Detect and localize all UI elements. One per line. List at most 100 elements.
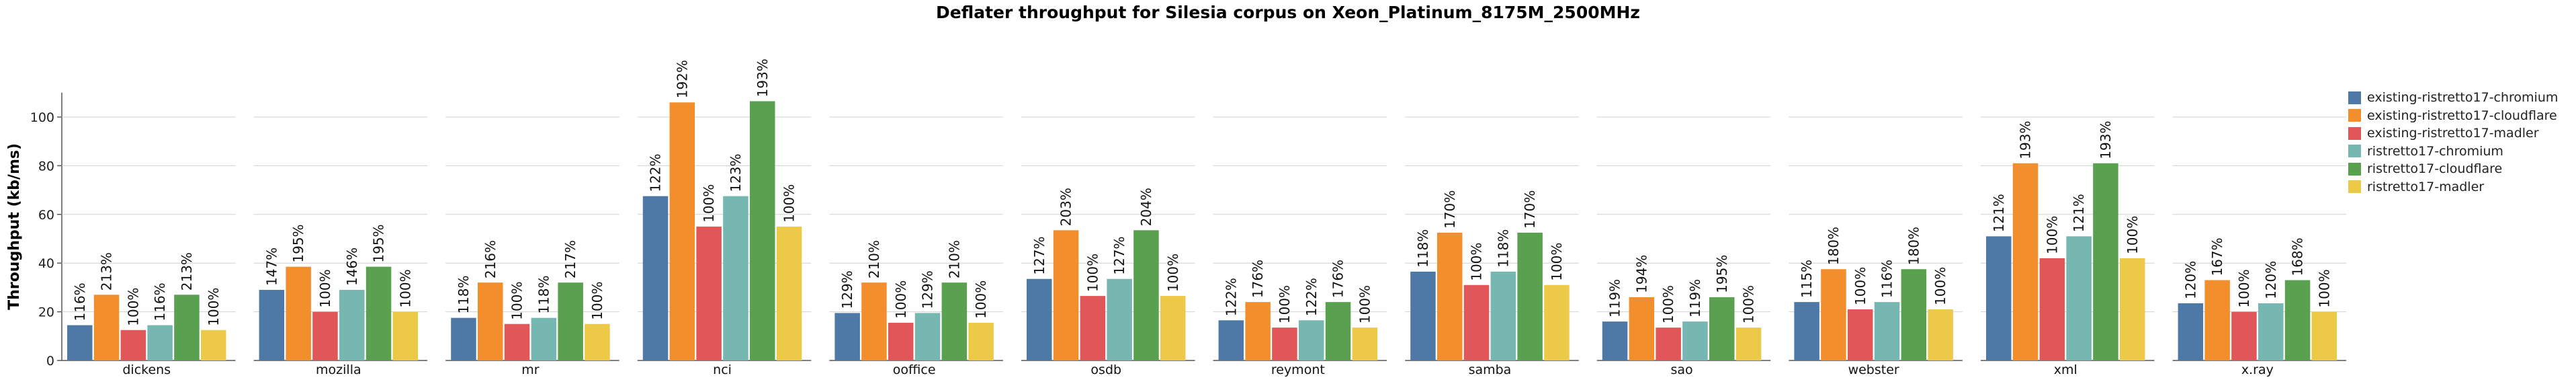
bar-value-label: 217%: [562, 240, 578, 278]
bar: [1874, 302, 1900, 360]
bar-value-label: 123%: [728, 153, 744, 192]
bar: [941, 282, 968, 360]
x-category-label: samba: [1469, 362, 1512, 377]
bar: [1656, 328, 1681, 360]
bar-value-label: 100%: [317, 269, 333, 307]
bar-value-label: 100%: [973, 280, 989, 319]
bar-value-label: 195%: [371, 224, 387, 262]
bar: [1490, 271, 1516, 360]
x-category-label: mozilla: [316, 362, 361, 377]
bar: [1794, 302, 1819, 360]
legend-swatch: [2348, 126, 2361, 140]
bar: [1410, 271, 1436, 360]
bar-value-label: 176%: [1250, 260, 1266, 298]
bar: [2258, 303, 2284, 360]
bar-value-label: 192%: [674, 60, 690, 98]
legend-label: existing-ristretto17-cloudflare: [2367, 108, 2557, 123]
bar: [1928, 309, 1953, 360]
bar-value-label: 204%: [1138, 188, 1154, 226]
bar: [861, 282, 887, 360]
bar-value-label: 100%: [701, 184, 717, 223]
bar: [2311, 311, 2337, 360]
bar-value-label: 210%: [946, 240, 962, 278]
y-tick-label: 0: [46, 354, 54, 369]
legend-swatch: [2348, 109, 2361, 122]
bar: [669, 102, 695, 360]
bar-value-label: 146%: [344, 247, 360, 286]
legend-swatch: [2348, 162, 2361, 176]
bar-value-label: 147%: [263, 247, 280, 286]
y-tick-label: 60: [38, 208, 54, 223]
bar: [834, 313, 860, 360]
bar: [723, 196, 748, 360]
bar-value-label: 170%: [1442, 190, 1458, 229]
bar: [1218, 320, 1244, 360]
bar: [1709, 297, 1735, 360]
bar-value-label: 180%: [1826, 227, 1842, 265]
x-category-label: xml: [2054, 362, 2077, 377]
bar-value-label: 129%: [920, 270, 936, 309]
bar-value-label: 100%: [781, 184, 798, 223]
bar-value-label: 170%: [1522, 190, 1538, 229]
legend-item: existing-ristretto17-madler: [2348, 124, 2558, 143]
bar: [392, 311, 419, 360]
x-category-label: reymont: [1271, 362, 1325, 377]
bar: [1160, 296, 1186, 360]
bar-value-label: 100%: [1469, 243, 1485, 281]
bar: [2204, 280, 2230, 360]
bar-value-label: 116%: [1879, 260, 1895, 298]
bar-value-label: 100%: [2236, 269, 2252, 307]
bar-value-label: 193%: [2018, 121, 2034, 159]
bar-value-label: 195%: [290, 224, 306, 262]
bar-value-label: 193%: [2098, 121, 2114, 159]
bar: [1245, 302, 1271, 360]
legend-label: ristretto17-chromium: [2367, 143, 2503, 159]
bar-value-label: 122%: [648, 153, 664, 192]
bar: [2284, 280, 2311, 360]
bar-value-label: 216%: [482, 240, 499, 278]
bar: [558, 282, 583, 360]
legend-label: existing-ristretto17-chromium: [2367, 90, 2559, 106]
bar: [1053, 230, 1079, 360]
bar-value-label: 213%: [179, 252, 195, 291]
bar: [1517, 232, 1543, 360]
bar-value-label: 120%: [2182, 261, 2198, 299]
bar: [1133, 230, 1159, 360]
bar: [174, 295, 200, 360]
chart-title: Deflater throughput for Silesia corpus o…: [936, 3, 1640, 22]
bar: [1821, 269, 1846, 360]
bar-value-label: 210%: [866, 240, 882, 278]
bar: [1986, 236, 2012, 360]
bar: [1848, 309, 1873, 360]
bar: [504, 323, 530, 360]
bar: [120, 330, 146, 360]
bar-value-label: 168%: [2290, 237, 2306, 276]
bar: [1682, 321, 1708, 360]
bar: [1602, 321, 1628, 360]
bar-value-label: 115%: [1799, 260, 1815, 298]
x-category-label: x.ray: [2241, 362, 2274, 377]
bar-value-label: 100%: [893, 280, 909, 319]
bar-value-label: 122%: [1223, 278, 1239, 316]
legend: existing-ristretto17-chromium existing-ri…: [2348, 89, 2558, 196]
bar-value-label: 100%: [1084, 254, 1101, 292]
legend-item: existing-ristretto17-chromium: [2348, 89, 2558, 107]
bar: [2066, 236, 2092, 360]
bar-value-label: 119%: [1607, 279, 1623, 317]
bar-value-label: 100%: [589, 282, 605, 320]
legend-swatch: [2348, 180, 2361, 194]
bar-value-label: 100%: [1277, 285, 1293, 323]
legend-item: ristretto17-chromium: [2348, 143, 2558, 161]
bar: [696, 226, 722, 360]
bar: [2012, 163, 2038, 360]
bar-value-label: 129%: [839, 270, 855, 309]
bar: [1901, 269, 1927, 360]
bar-value-label: 203%: [1058, 188, 1074, 226]
bar-value-label: 120%: [2263, 261, 2279, 299]
bar-value-label: 121%: [1991, 194, 2007, 232]
bar-value-label: 100%: [1741, 285, 1757, 323]
bar-value-label: 100%: [1357, 285, 1373, 323]
bar-value-label: 118%: [456, 275, 472, 313]
bar: [286, 266, 311, 360]
bar: [2120, 258, 2145, 360]
